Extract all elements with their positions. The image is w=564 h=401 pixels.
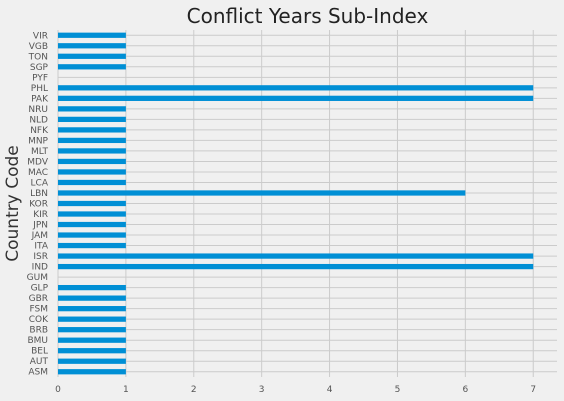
bar-aut xyxy=(58,358,126,364)
y-tick-label: BMU xyxy=(27,336,48,346)
y-tick-label: BEL xyxy=(31,347,48,357)
bar-mac xyxy=(58,169,126,175)
y-tick-label: MDV xyxy=(27,157,49,167)
bar-bmu xyxy=(58,337,126,343)
y-tick-label: LCA xyxy=(31,178,49,188)
y-tick-label: FSM xyxy=(30,305,49,315)
x-tick-label: 4 xyxy=(327,385,333,395)
y-tick-label: VIR xyxy=(33,31,48,41)
bar-mdv xyxy=(58,158,126,165)
bar-nfk xyxy=(58,127,126,133)
y-tick-label: GBR xyxy=(29,294,48,304)
bar-asm xyxy=(58,369,126,375)
bar-mlt xyxy=(58,148,126,154)
y-axis-label: Country Code xyxy=(3,145,23,261)
grid xyxy=(57,30,557,377)
y-tick-label: ASM xyxy=(28,368,48,378)
y-tick-label: LBN xyxy=(30,189,48,199)
y-tick-label: GUM xyxy=(27,273,48,283)
bar-isr xyxy=(58,253,534,259)
y-tick-label: ITA xyxy=(34,242,48,252)
y-tick-label: KIR xyxy=(33,210,48,220)
y-tick-label: GLP xyxy=(31,284,49,294)
y-tick-label: NFK xyxy=(30,126,49,136)
y-tick-label: KOR xyxy=(29,200,48,210)
bar-phl xyxy=(58,85,534,91)
y-tick-labels: ASMAUTBELBMUBRBCOKFSMGBRGLPGUMINDISRITAJ… xyxy=(27,31,49,377)
x-tick-label: 7 xyxy=(530,385,536,395)
bar-kir xyxy=(58,211,126,217)
bar-bel xyxy=(58,348,126,354)
x-tick-labels: 0 1 2 3 4 5 6 7 xyxy=(55,385,536,395)
y-tick-label: NRU xyxy=(28,105,48,115)
bar-lbn xyxy=(58,190,466,196)
bar-gbr xyxy=(58,295,126,301)
y-tick-label: PHL xyxy=(31,84,48,94)
y-tick-label: PYF xyxy=(32,73,48,83)
bar-cok xyxy=(58,316,126,322)
bar-mnp xyxy=(58,137,126,144)
bar-jam xyxy=(58,232,126,238)
y-tick-label: VGB xyxy=(29,42,48,52)
x-tick-label: 1 xyxy=(123,385,129,395)
bar-pak xyxy=(58,95,534,101)
bar-lca xyxy=(58,179,126,186)
bar-ton xyxy=(58,53,126,59)
x-tick-label: 5 xyxy=(395,385,401,395)
y-tick-label: MLT xyxy=(31,147,49,157)
bars xyxy=(58,32,534,375)
bar-fsm xyxy=(58,306,126,312)
y-tick-label: NLD xyxy=(29,115,48,125)
y-tick-label: PAK xyxy=(31,94,49,104)
y-tick-label: SGP xyxy=(30,63,49,73)
y-tick-label: BRB xyxy=(29,326,48,336)
bar-brb xyxy=(58,327,126,333)
x-tick-label: 2 xyxy=(191,385,197,395)
bar-kor xyxy=(58,200,126,207)
y-tick-label: ISR xyxy=(33,252,48,262)
x-tick-label: 3 xyxy=(259,385,265,395)
bar-ita xyxy=(58,242,126,249)
y-tick-label: COK xyxy=(29,315,49,325)
y-tick-label: MAC xyxy=(28,168,48,178)
bar-vir xyxy=(58,32,126,38)
y-tick-label: JAM xyxy=(31,231,48,241)
bar-glp xyxy=(58,284,126,291)
x-tick-label: 6 xyxy=(462,385,468,395)
y-tick-label: IND xyxy=(32,263,48,273)
bar-nru xyxy=(58,106,126,112)
y-tick-label: TON xyxy=(28,52,48,62)
x-tick-label: 0 xyxy=(55,385,61,395)
y-tick-label: AUT xyxy=(30,357,49,367)
bar-vgb xyxy=(58,43,126,49)
bar-nld xyxy=(58,116,126,123)
bar-sgp xyxy=(58,64,126,70)
bar-ind xyxy=(58,263,534,270)
bar-jpn xyxy=(58,221,126,228)
chart-title: Conflict Years Sub-Index xyxy=(187,4,429,28)
y-tick-label: JPN xyxy=(32,221,48,231)
y-tick-label: MNP xyxy=(28,136,48,146)
